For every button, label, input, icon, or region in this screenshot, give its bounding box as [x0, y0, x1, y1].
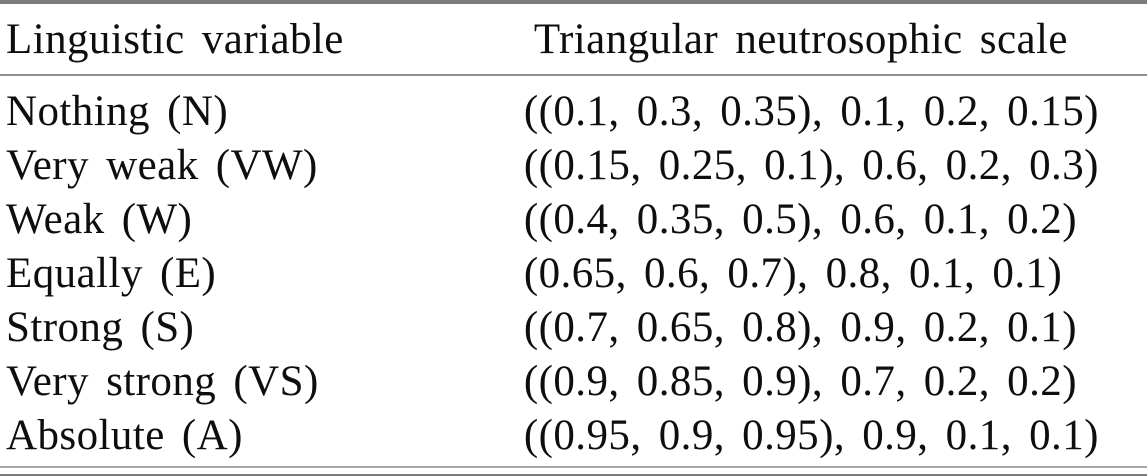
linguistic-variable-cell: Absolute (A) [6, 411, 243, 459]
column-header-linguistic-variable: Linguistic variable [6, 15, 344, 63]
linguistic-variable-cell: Equally (E) [6, 249, 217, 297]
table-row: Equally (E) (0.65, 0.6, 0.7), 0.8, 0.1, … [0, 246, 1147, 300]
neutrosophic-scale-cell: ((0.4, 0.35, 0.5), 0.6, 0.1, 0.2) [523, 195, 1077, 243]
table-header-row: Linguistic variable Triangular neutrosop… [0, 4, 1147, 74]
column-header-triangular-neutrosophic-scale: Triangular neutrosophic scale [533, 15, 1068, 63]
neutrosophic-scale-cell: ((0.7, 0.65, 0.8), 0.9, 0.2, 0.1) [523, 303, 1077, 351]
linguistic-variable-cell: Very strong (VS) [6, 357, 319, 405]
neutrosophic-scale-cell: ((0.9, 0.85, 0.9), 0.7, 0.2, 0.2) [523, 357, 1077, 405]
table-row: Weak (W) ((0.4, 0.35, 0.5), 0.6, 0.1, 0.… [0, 192, 1147, 246]
table-bottom-thick-rule [0, 474, 1147, 476]
neutrosophic-scale-cell: ((0.95, 0.9, 0.95), 0.9, 0.1, 0.1) [523, 411, 1099, 459]
neutrosophic-scale-cell: (0.65, 0.6, 0.7), 0.8, 0.1, 0.1) [523, 249, 1063, 297]
linguistic-variable-cell: Weak (W) [6, 195, 193, 243]
linguistic-variable-cell: Strong (S) [6, 303, 195, 351]
neutrosophic-scale-cell: ((0.1, 0.3, 0.35), 0.1, 0.2, 0.15) [523, 87, 1099, 135]
linguistic-variable-cell: Nothing (N) [6, 87, 229, 135]
linguistic-variable-cell: Very weak (VW) [6, 141, 318, 189]
neutrosophic-scale-cell: ((0.15, 0.25, 0.1), 0.6, 0.2, 0.3) [523, 141, 1099, 189]
header-separator-rule [0, 74, 1147, 76]
table-row: Strong (S) ((0.7, 0.65, 0.8), 0.9, 0.2, … [0, 300, 1147, 354]
table-body: Nothing (N) ((0.1, 0.3, 0.35), 0.1, 0.2,… [0, 76, 1147, 462]
table-row: Absolute (A) ((0.95, 0.9, 0.95), 0.9, 0.… [0, 408, 1147, 462]
table-row: Very strong (VS) ((0.9, 0.85, 0.9), 0.7,… [0, 354, 1147, 408]
table-top-rule [0, 0, 1147, 4]
table-bottom-thin-rule [0, 466, 1147, 468]
table-row: Very weak (VW) ((0.15, 0.25, 0.1), 0.6, … [0, 138, 1147, 192]
table-row: Nothing (N) ((0.1, 0.3, 0.35), 0.1, 0.2,… [0, 84, 1147, 138]
